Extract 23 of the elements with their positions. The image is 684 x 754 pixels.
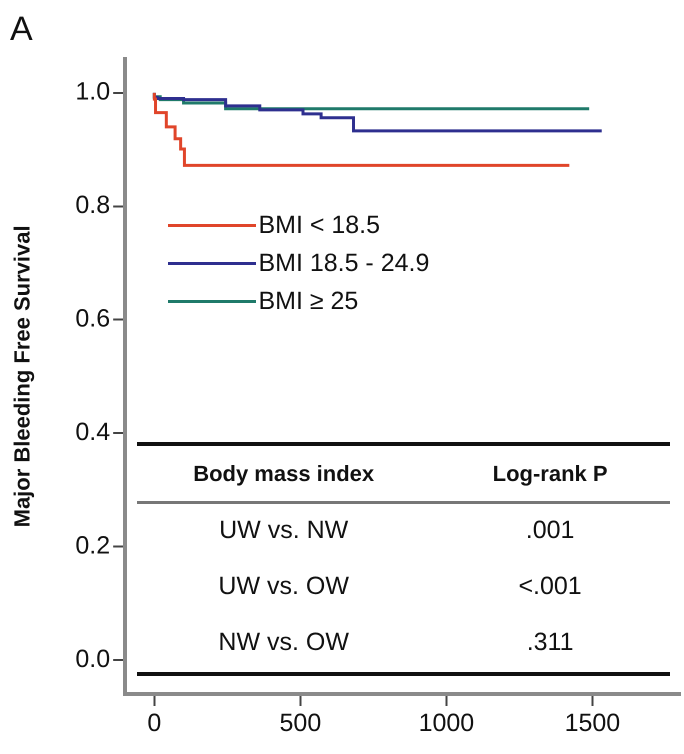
annotation: .311	[526, 626, 574, 658]
legend-label: BMI ≥ 25	[258, 286, 358, 316]
annotation: <.001	[517, 570, 583, 602]
annotation: UW vs. NW	[218, 514, 350, 546]
y-tick-label: 0.8	[75, 191, 110, 220]
y-tick-label: 0.2	[75, 531, 110, 560]
y-axis-title: Major Bleeding Free Survival	[9, 225, 34, 528]
legend-label: BMI 18.5 - 24.9	[258, 248, 430, 278]
y-tick-label: 1.0	[75, 78, 110, 106]
annotation: NW vs. OW	[217, 626, 350, 658]
annotation: UW vs. OW	[217, 570, 350, 602]
x-tick-label: 0	[147, 708, 162, 737]
y-tick-label: 0.4	[75, 418, 110, 446]
annotation: .001	[524, 514, 576, 546]
chart-title: A	[10, 10, 33, 48]
y-tick-label: 0.6	[75, 304, 110, 333]
x-tick-label: 1500	[564, 708, 620, 737]
legend-label: BMI < 18.5	[258, 210, 380, 240]
annotation: Body mass index	[192, 460, 376, 488]
annotation: Log-rank P	[492, 460, 609, 488]
y-tick-label: 0.0	[75, 644, 110, 673]
x-tick-label: 500	[280, 708, 322, 737]
x-tick-label: 1000	[418, 708, 474, 737]
